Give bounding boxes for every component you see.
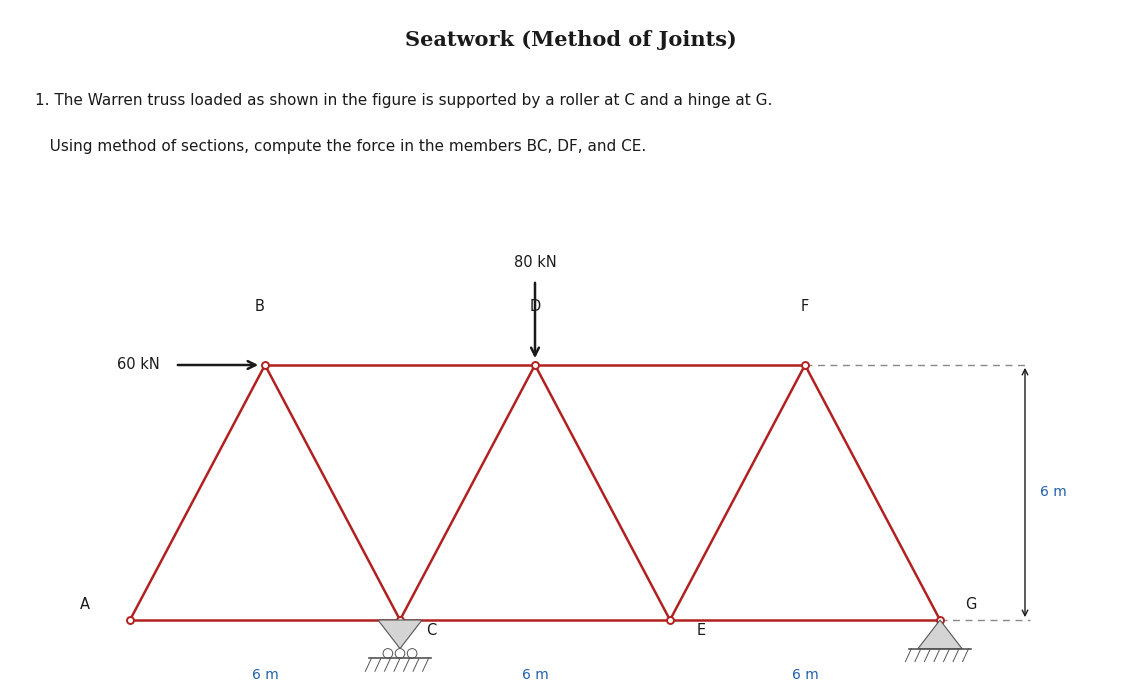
Polygon shape: [918, 620, 962, 649]
Text: G: G: [965, 597, 976, 612]
Text: 80 kN: 80 kN: [514, 255, 556, 270]
Polygon shape: [378, 620, 423, 649]
Text: Using method of sections, compute the force in the members BC, DF, and CE.: Using method of sections, compute the fo…: [35, 140, 646, 155]
Text: Seatwork (Method of Joints): Seatwork (Method of Joints): [405, 30, 737, 50]
Text: 1. The Warren truss loaded as shown in the figure is supported by a roller at C : 1. The Warren truss loaded as shown in t…: [35, 92, 772, 108]
Circle shape: [408, 649, 417, 658]
Text: 6 m: 6 m: [522, 669, 548, 682]
Text: F: F: [801, 299, 810, 314]
Circle shape: [383, 649, 393, 658]
Text: B: B: [255, 299, 264, 314]
Text: 60 kN: 60 kN: [118, 358, 160, 373]
Text: A: A: [80, 597, 90, 612]
Text: 6 m: 6 m: [791, 669, 819, 682]
Text: 6 m: 6 m: [1040, 486, 1067, 499]
Text: E: E: [697, 623, 706, 638]
Text: D: D: [530, 299, 540, 314]
Circle shape: [395, 649, 405, 658]
Text: C: C: [426, 623, 436, 638]
Text: 6 m: 6 m: [251, 669, 279, 682]
